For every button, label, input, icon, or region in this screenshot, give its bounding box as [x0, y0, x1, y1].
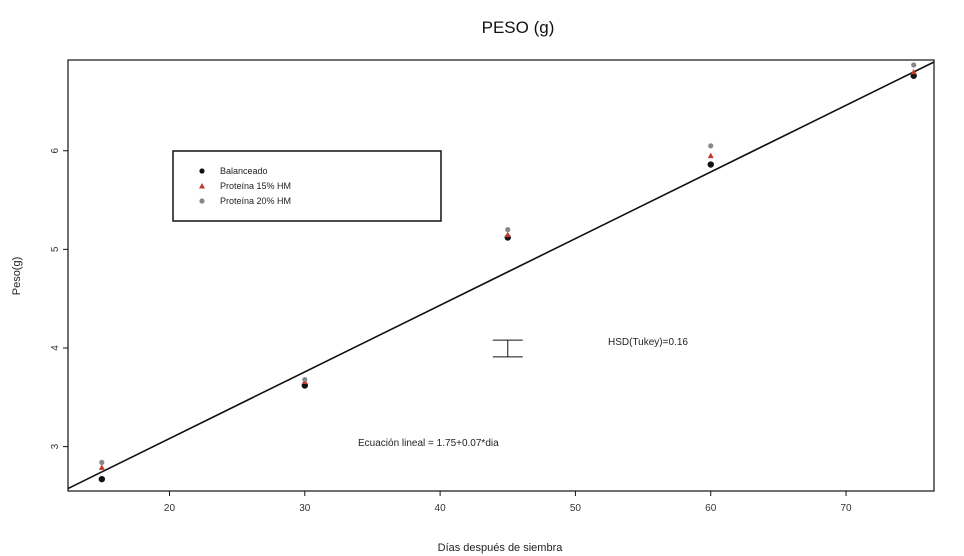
x-tick-label-40: 40	[435, 503, 447, 514]
point-1-1	[98, 475, 106, 483]
point-2-1	[98, 464, 105, 470]
legend-label-balanceado: Balanceado	[220, 166, 268, 176]
point-3-3	[505, 227, 511, 233]
x-tick-label-20: 20	[164, 503, 176, 514]
x-tick-label-30: 30	[299, 503, 311, 514]
hsd-label: HSD(Tukey)=0.16	[608, 337, 688, 348]
legend-box	[172, 150, 442, 222]
y-tick-label-6: 6	[50, 148, 61, 154]
point-1-4	[707, 161, 714, 168]
legend-label-proteina-20: Proteína 20% HM	[220, 196, 291, 206]
x-axis-label: Días después de siembra	[438, 542, 564, 554]
point-3-4	[708, 143, 714, 149]
point-2-5	[910, 68, 917, 75]
y-tick-label-3: 3	[50, 443, 61, 449]
point-2-4	[707, 152, 714, 159]
point-3-2	[302, 376, 308, 383]
legend-marker-proteina-15	[199, 183, 205, 189]
y-axis-label: Peso(g)	[11, 257, 23, 296]
x-axis: 20 30 40 50 60 70	[164, 491, 852, 514]
plot-frame	[67, 59, 935, 492]
regression-line	[67, 61, 935, 490]
x-tick-label-60: 60	[705, 503, 717, 514]
data-points	[98, 62, 917, 483]
y-tick-label-4: 4	[50, 345, 61, 351]
equation-label: Ecuación lineal = 1.75+0.07*dia	[358, 438, 499, 449]
x-tick-label-70: 70	[840, 503, 852, 514]
point-3-1	[99, 459, 105, 465]
y-tick-label-5: 5	[50, 246, 61, 252]
chart-title: PESO (g)	[482, 18, 555, 37]
legend: Balanceado Proteína 15% HM Proteína 20% …	[172, 150, 442, 222]
point-3-5	[911, 62, 917, 68]
point-2-3	[504, 231, 511, 238]
hsd-bar	[492, 339, 523, 358]
legend-label-proteina-15: Proteína 15% HM	[220, 181, 291, 191]
legend-marker-balanceado	[199, 168, 205, 174]
legend-marker-proteina-20	[199, 198, 205, 204]
y-axis: 3 4 5 6	[50, 148, 68, 449]
x-tick-label-50: 50	[570, 503, 582, 514]
